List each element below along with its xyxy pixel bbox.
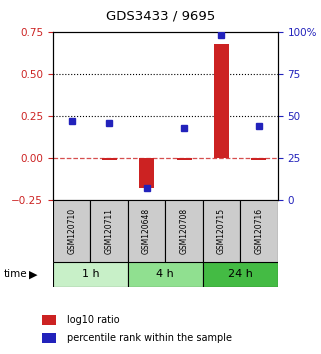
Text: 1 h: 1 h (82, 269, 99, 279)
Bar (53, 262, 128, 287)
Text: GSM120708: GSM120708 (179, 208, 188, 254)
Bar (203, 262, 278, 287)
Bar (139, 158, 154, 188)
Text: ▶: ▶ (30, 269, 38, 279)
Text: GDS3433 / 9695: GDS3433 / 9695 (106, 10, 215, 22)
Bar (128, 262, 203, 287)
Text: time: time (3, 269, 27, 279)
Bar (251, 158, 266, 160)
Text: percentile rank within the sample: percentile rank within the sample (67, 333, 232, 343)
Text: 4 h: 4 h (156, 269, 174, 279)
Text: GSM120710: GSM120710 (67, 208, 76, 254)
Bar (42, 333, 56, 343)
Bar (128, 200, 165, 262)
Bar (177, 158, 192, 160)
Bar (42, 315, 56, 325)
Text: GSM120648: GSM120648 (142, 208, 151, 254)
Text: GSM120711: GSM120711 (105, 208, 114, 254)
Text: GSM120716: GSM120716 (255, 208, 264, 254)
Text: 24 h: 24 h (228, 269, 253, 279)
Bar (165, 200, 203, 262)
Bar (53, 200, 91, 262)
Bar (214, 44, 229, 158)
Bar (240, 200, 278, 262)
Text: GSM120715: GSM120715 (217, 208, 226, 254)
Bar (203, 200, 240, 262)
Text: log10 ratio: log10 ratio (67, 315, 119, 325)
Bar (102, 158, 117, 160)
Bar (91, 200, 128, 262)
